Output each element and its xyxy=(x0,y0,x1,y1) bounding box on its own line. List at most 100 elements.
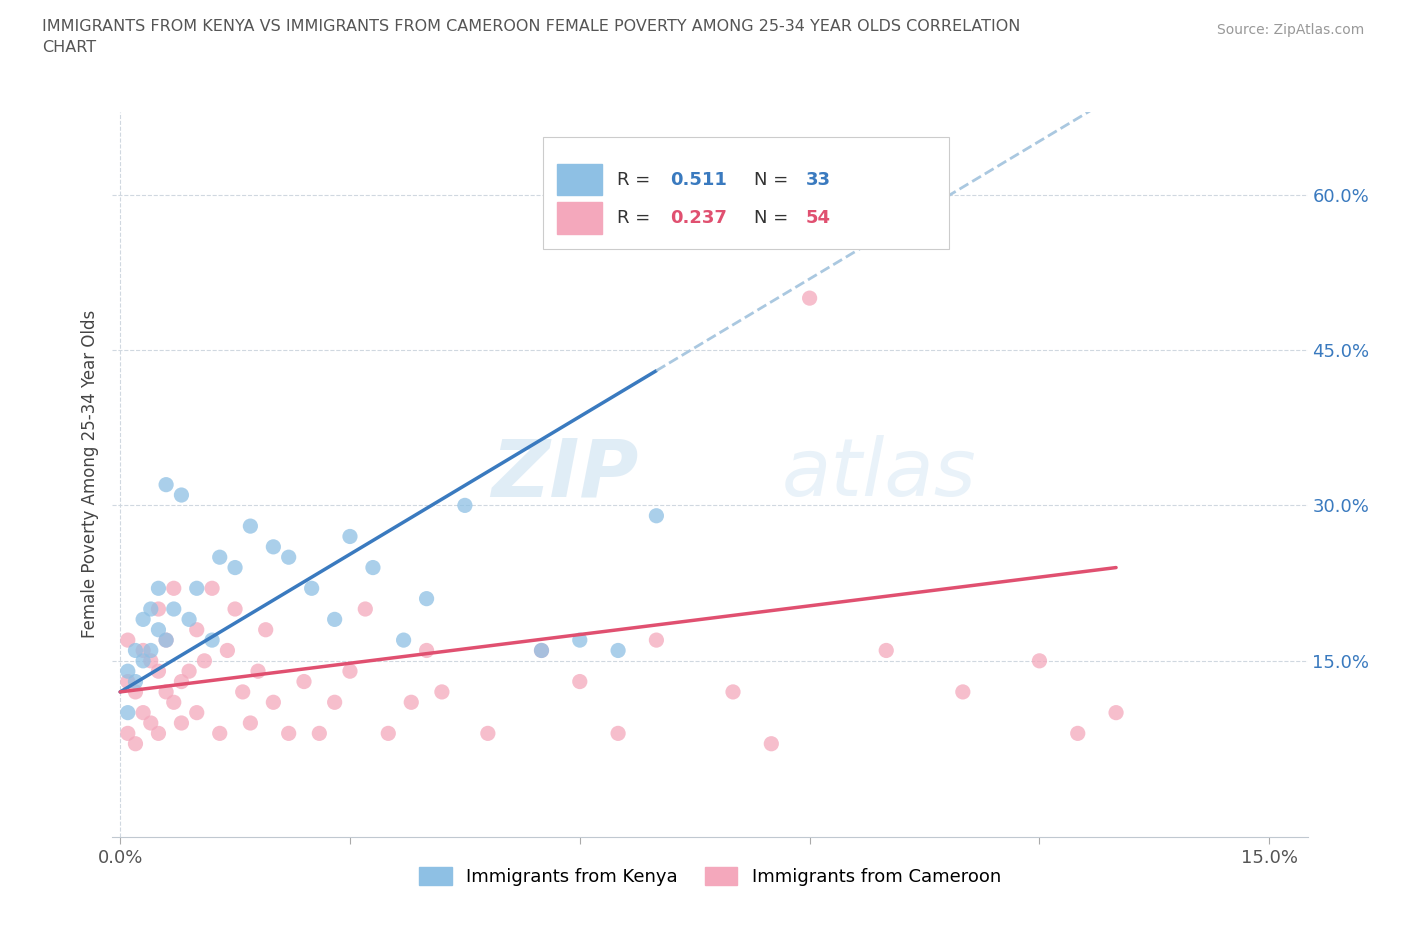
Point xyxy=(148,602,170,617)
Point xyxy=(301,581,323,596)
Point xyxy=(163,602,186,617)
Point xyxy=(155,477,177,492)
Point xyxy=(247,664,270,679)
Point xyxy=(1105,705,1128,720)
Point xyxy=(148,622,170,637)
Point xyxy=(155,632,177,647)
Text: N =: N = xyxy=(754,209,794,227)
Point xyxy=(645,509,668,524)
Point xyxy=(139,715,162,730)
Point xyxy=(186,705,208,720)
Point xyxy=(124,674,146,689)
Point xyxy=(607,726,630,741)
Bar xyxy=(557,164,603,195)
Point xyxy=(186,622,208,637)
Point xyxy=(277,726,299,741)
Point xyxy=(217,643,239,658)
Point xyxy=(354,602,377,617)
Legend: Immigrants from Kenya, Immigrants from Cameroon: Immigrants from Kenya, Immigrants from C… xyxy=(412,859,1008,893)
Point xyxy=(148,726,170,741)
Point xyxy=(201,581,224,596)
Point xyxy=(186,581,208,596)
Point xyxy=(139,654,162,669)
Text: R =: R = xyxy=(617,171,655,189)
Point xyxy=(530,643,553,658)
Point xyxy=(323,612,346,627)
Point xyxy=(1028,654,1050,669)
Point xyxy=(477,726,499,741)
Text: ZIP: ZIP xyxy=(491,435,638,513)
Point xyxy=(224,602,246,617)
Point xyxy=(124,684,146,699)
Point xyxy=(232,684,254,699)
Point xyxy=(799,291,821,306)
Point xyxy=(124,643,146,658)
Point xyxy=(875,643,897,658)
Point xyxy=(155,684,177,699)
Point xyxy=(392,632,415,647)
Point xyxy=(170,674,193,689)
Point xyxy=(124,737,146,751)
Point xyxy=(224,560,246,575)
Point xyxy=(132,654,155,669)
Point xyxy=(952,684,974,699)
Text: 54: 54 xyxy=(806,209,831,227)
Point xyxy=(721,684,744,699)
Point xyxy=(148,581,170,596)
Text: 33: 33 xyxy=(806,171,831,189)
Point xyxy=(339,529,361,544)
Text: IMMIGRANTS FROM KENYA VS IMMIGRANTS FROM CAMEROON FEMALE POVERTY AMONG 25-34 YEA: IMMIGRANTS FROM KENYA VS IMMIGRANTS FROM… xyxy=(42,19,1021,55)
Point xyxy=(454,498,477,512)
Point xyxy=(430,684,453,699)
Point xyxy=(177,612,200,627)
Point xyxy=(415,643,437,658)
Point xyxy=(262,539,284,554)
Point xyxy=(568,632,591,647)
Text: atlas: atlas xyxy=(782,435,977,513)
Point xyxy=(163,581,186,596)
Point xyxy=(132,612,155,627)
Point xyxy=(761,737,783,751)
Point xyxy=(415,591,437,606)
Point xyxy=(177,664,200,679)
Point xyxy=(132,705,155,720)
Point xyxy=(339,664,361,679)
Point xyxy=(239,715,262,730)
Point xyxy=(117,674,139,689)
Point xyxy=(308,726,330,741)
Bar xyxy=(557,202,603,233)
Point xyxy=(239,519,262,534)
Point xyxy=(132,643,155,658)
Point xyxy=(170,487,193,502)
Point xyxy=(645,632,668,647)
Point xyxy=(361,560,384,575)
Point xyxy=(139,602,162,617)
Point xyxy=(401,695,423,710)
Point xyxy=(568,674,591,689)
Point xyxy=(117,632,139,647)
Y-axis label: Female Poverty Among 25-34 Year Olds: Female Poverty Among 25-34 Year Olds xyxy=(80,311,98,638)
Point xyxy=(1067,726,1090,741)
Point xyxy=(117,726,139,741)
Point xyxy=(377,726,399,741)
Point xyxy=(323,695,346,710)
Point xyxy=(262,695,284,710)
Text: 0.511: 0.511 xyxy=(671,171,727,189)
Point xyxy=(170,715,193,730)
Point xyxy=(530,643,553,658)
Point xyxy=(208,550,231,565)
Text: 0.237: 0.237 xyxy=(671,209,727,227)
Text: N =: N = xyxy=(754,171,794,189)
Point xyxy=(117,664,139,679)
Point xyxy=(254,622,277,637)
Point xyxy=(607,643,630,658)
Point xyxy=(208,726,231,741)
Point xyxy=(277,550,299,565)
Text: Source: ZipAtlas.com: Source: ZipAtlas.com xyxy=(1216,23,1364,37)
Point xyxy=(139,643,162,658)
Point xyxy=(163,695,186,710)
Point xyxy=(117,705,139,720)
Point xyxy=(292,674,315,689)
Point xyxy=(193,654,215,669)
FancyBboxPatch shape xyxy=(543,137,949,249)
